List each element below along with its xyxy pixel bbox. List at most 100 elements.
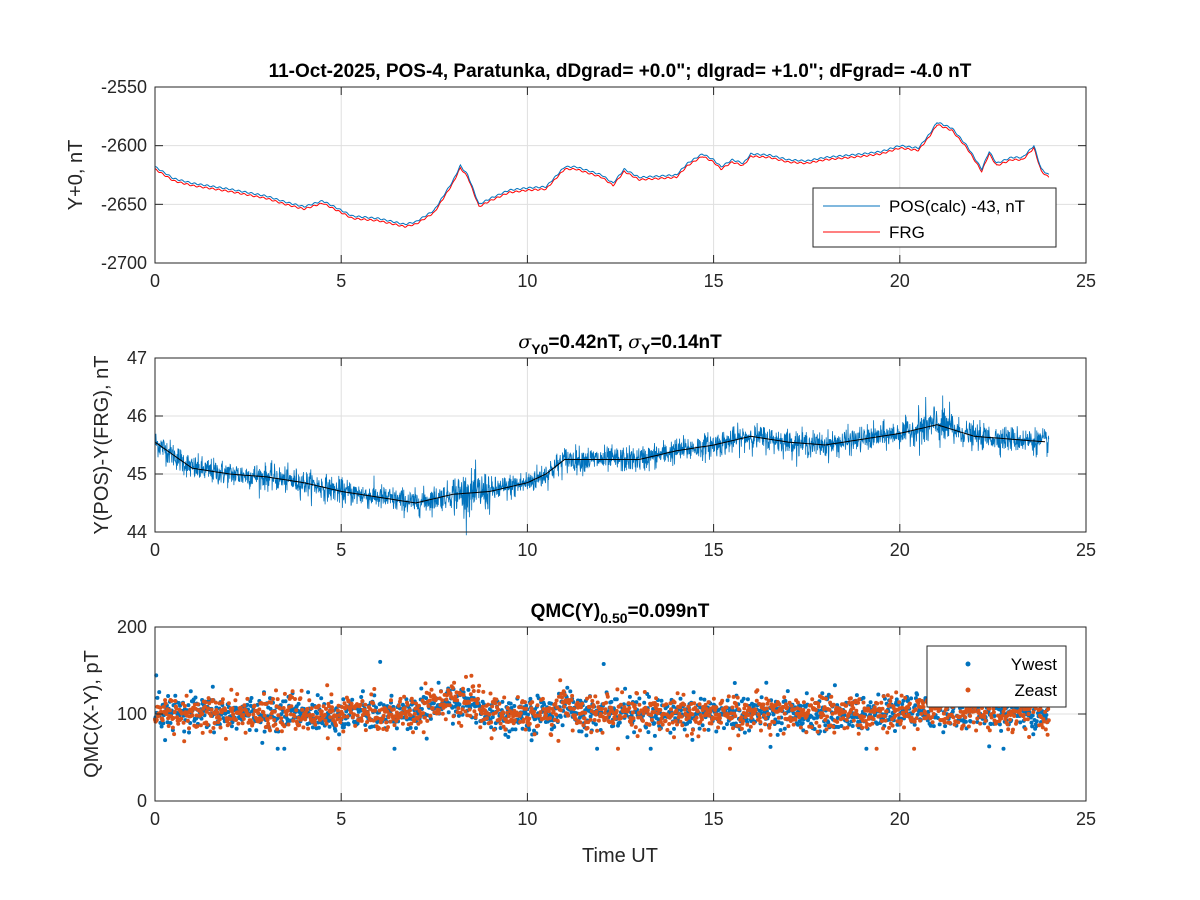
point-zeast [674,708,679,713]
point-zeast [754,698,759,703]
point-zeast [321,704,326,709]
point-zeast [825,714,830,719]
point-ywest [255,702,260,707]
point-zeast [414,701,418,706]
point-ywest [389,693,394,698]
point-zeast [335,708,340,713]
point-zeast [739,726,744,731]
point-ywest [876,692,881,697]
point-zeast [328,715,333,720]
point-zeast [602,710,607,715]
point-zeast [1042,719,1046,724]
point-ywest [329,700,334,704]
point-zeast [289,704,294,709]
point-zeast [739,715,744,720]
point-zeast [337,746,342,751]
point-ywest [408,725,413,730]
point-zeast [475,701,480,706]
point-zeast [724,705,729,710]
point-zeast [163,698,168,703]
point-zeast [1005,714,1010,718]
point-zeast [687,708,692,713]
point-zeast [1001,709,1006,714]
point-zeast [319,709,324,714]
point-ywest [194,716,199,721]
point-zeast [833,710,838,715]
point-ywest [579,729,584,734]
point-zeast [971,720,976,725]
point-ywest [446,710,451,715]
point-zeast [831,702,836,707]
point-ywest [668,730,673,735]
point-zeast [635,734,640,739]
point-ywest [466,687,471,692]
point-zeast [693,705,698,710]
point-zeast [672,700,677,705]
point-zeast [841,716,846,721]
point-zeast [200,730,205,735]
point-zeast [182,704,187,708]
point-zeast [198,723,203,728]
point-zeast [460,707,465,712]
point-ywest [549,701,554,706]
point-zeast [810,697,815,702]
point-ywest [678,696,683,701]
point-zeast [789,703,794,708]
point-zeast [813,708,818,712]
point-ywest [698,696,703,701]
point-zeast [900,705,905,710]
point-ywest [226,710,231,714]
point-zeast [904,709,909,714]
point-zeast [532,709,536,714]
point-zeast [664,702,669,707]
point-zeast [888,699,893,703]
y-tick-label: 100 [117,704,147,724]
axes-box [154,357,1087,533]
point-zeast [638,715,643,720]
point-ywest [931,724,936,729]
point-ywest [283,699,288,704]
point-zeast [887,702,892,707]
point-zeast [1038,706,1043,711]
point-zeast [741,719,746,724]
point-zeast [677,711,682,716]
point-zeast [720,698,725,703]
point-ywest [254,728,259,733]
point-zeast [703,702,708,707]
point-ywest [212,730,216,735]
point-zeast [562,692,567,697]
y-axis-label: Y+0, nT [65,140,87,211]
point-ywest [1030,724,1035,729]
point-zeast [930,720,935,725]
point-zeast [733,714,738,719]
point-zeast [899,718,903,723]
point-ywest [823,723,828,728]
point-zeast [676,715,681,720]
point-zeast [469,673,474,678]
x-tick-label: 20 [890,540,910,560]
point-zeast [633,725,638,730]
point-ywest [1030,713,1035,718]
point-zeast [692,701,697,706]
point-zeast [274,688,278,693]
point-zeast [579,705,583,710]
point-zeast [731,726,735,731]
x-tick-label: 25 [1076,540,1096,560]
x-tick-label: 15 [704,809,724,829]
point-ywest [166,694,171,698]
point-zeast [256,719,261,724]
point-zeast [281,706,286,710]
point-zeast [242,703,247,708]
point-zeast [518,720,523,724]
point-zeast [218,725,223,730]
point-zeast [372,687,377,691]
point-ywest [637,696,642,701]
point-zeast [681,692,686,697]
legend-label-pos: POS(calc) -43, nT [889,197,1025,216]
point-ywest [279,712,284,717]
point-zeast [169,698,174,703]
point-zeast [220,697,225,702]
point-ywest [316,725,321,730]
point-zeast [675,722,679,727]
point-ywest [584,733,589,738]
